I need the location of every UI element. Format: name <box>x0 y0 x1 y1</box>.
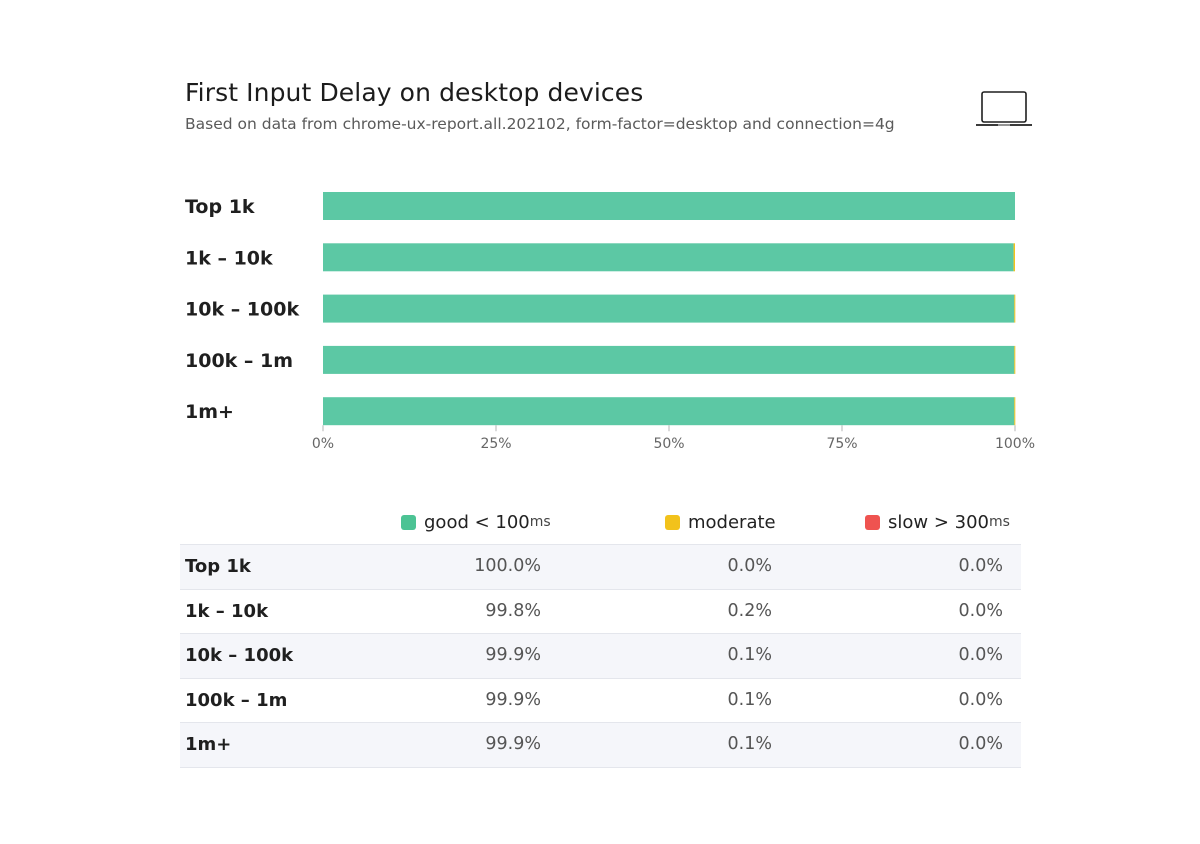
legend-unit-slow: ms <box>989 514 1010 530</box>
table-row: 100k – 1m 99.9% 0.1% 0.0% <box>180 679 1021 724</box>
table-row: Top 1k 100.0% 0.0% 0.0% <box>180 544 1021 590</box>
laptop-icon <box>976 91 1032 126</box>
good-value: 100.0% <box>474 556 541 576</box>
stacked-bar-chart: Top 1k 1k – 10k 10k – 100k 100k – 1m 1m+ 0% 25… <box>185 192 1035 452</box>
moderate-value: 0.1% <box>727 734 772 755</box>
bar-segment-moderate <box>1013 243 1015 272</box>
legend-label-slow: slow > 300 <box>888 511 989 533</box>
slow-value: 0.0% <box>958 734 1003 755</box>
x-tick-label: 75% <box>826 436 857 452</box>
good-value: 99.8% <box>485 600 541 621</box>
slow-value: 0.0% <box>958 556 1003 576</box>
legend-label-good: good < 100 <box>424 511 530 533</box>
table-row: 10k – 100k 99.9% 0.1% 0.0% <box>180 634 1021 679</box>
slow-value: 0.0% <box>958 689 1003 710</box>
x-tick-label: 100% <box>995 436 1035 452</box>
page-subtitle: Based on data from chrome-ux-report.all.… <box>185 115 895 133</box>
bar-segment-moderate <box>1014 294 1016 323</box>
category-label: 10k – 100k <box>185 299 299 321</box>
x-tick-label: 25% <box>480 436 511 452</box>
moderate-value: 0.0% <box>727 556 772 576</box>
legend-item-good: good < 100 ms <box>401 510 551 534</box>
moderate-value: 0.2% <box>727 600 772 621</box>
data-table: Top 1k 100.0% 0.0% 0.0% 1k – 10k 99.8% 0… <box>180 544 1021 768</box>
legend-swatch-good <box>401 514 416 530</box>
legend-swatch-slow <box>865 514 880 530</box>
legend-label-moderate: moderate <box>688 511 776 533</box>
slow-value: 0.0% <box>958 645 1003 666</box>
good-value: 99.9% <box>485 734 541 755</box>
moderate-value: 0.1% <box>727 645 772 666</box>
legend-swatch-moderate <box>665 514 680 530</box>
bar-segment-good-100ms <box>323 294 1015 323</box>
category-label: 1k – 10k <box>185 247 273 269</box>
row-label: 1k – 10k <box>185 600 269 622</box>
category-label: Top 1k <box>185 196 255 218</box>
slow-value: 0.0% <box>958 600 1003 621</box>
row-label: 10k – 100k <box>185 645 294 667</box>
legend-item-slow: slow > 300 ms <box>865 510 1010 534</box>
moderate-value: 0.1% <box>727 689 772 710</box>
bar-segment-good-100ms <box>323 397 1015 426</box>
row-label: Top 1k <box>185 556 251 577</box>
x-tick-label: 50% <box>653 436 684 452</box>
page-title: First Input Delay on desktop devices <box>185 78 644 107</box>
bar-segment-good-100ms <box>323 192 1015 220</box>
table-row: 1k – 10k 99.8% 0.2% 0.0% <box>180 590 1021 635</box>
legend-item-moderate: moderate <box>665 510 776 534</box>
row-label: 100k – 1m <box>185 689 288 711</box>
table-row: 1m+ 99.9% 0.1% 0.0% <box>180 723 1021 768</box>
category-label: 100k – 1m <box>185 350 293 372</box>
bar-segment-moderate <box>1014 397 1016 426</box>
good-value: 99.9% <box>485 689 541 710</box>
good-value: 99.9% <box>485 645 541 666</box>
chart-header: First Input Delay on desktop devices Bas… <box>185 78 895 133</box>
legend-unit-good: ms <box>529 514 551 530</box>
bar-segment-good-100ms <box>323 243 1014 272</box>
x-tick-label: 0% <box>312 436 334 452</box>
row-label: 1m+ <box>185 734 232 756</box>
bar-segment-moderate <box>1014 345 1016 374</box>
category-label: 1m+ <box>185 401 234 423</box>
bar-segment-good-100ms <box>323 345 1015 374</box>
